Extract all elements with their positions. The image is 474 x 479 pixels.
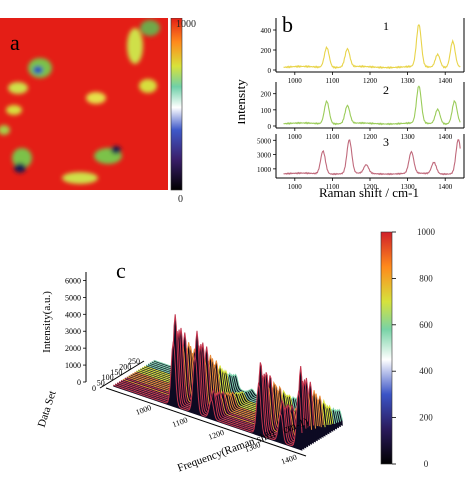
dataset-tick-label: 100 [102, 373, 114, 382]
subplot-x-tick-label: 1000 [288, 77, 303, 85]
waterfall-z-axis-label: Intensity(a.u.) [41, 291, 53, 353]
subplot-x-tick-label: 1000 [288, 183, 303, 191]
waterfall-trace-line [113, 341, 303, 447]
subplot-y-tick-label: 0 [268, 67, 272, 75]
frequency-tick-label: 1100 [171, 415, 189, 429]
heatmap-colorbar [170, 17, 183, 191]
subplot-x-tick-label: 1300 [401, 133, 416, 141]
frequency-tick-label: 1400 [280, 453, 298, 467]
subplot-y-tick-label: 5000 [257, 137, 272, 145]
subplot-x-tick-label: 1100 [326, 77, 340, 85]
waterfall-colorbar [380, 231, 393, 465]
subplot-x-tick-label: 1000 [288, 133, 303, 141]
z-tick-label: 1000 [65, 361, 81, 370]
spectra-svg: b 0 200 400 1000 1100 1200 1300 1400 1 0 100 200 100… [233, 12, 465, 200]
spectrum-line-3 [283, 139, 461, 176]
subplot-y-tick-label: 3000 [257, 152, 272, 160]
frequency-tick-label: 1000 [134, 403, 152, 417]
subplot-label-3: 3 [383, 135, 389, 149]
subplot-x-tick-label: 1400 [438, 133, 453, 141]
subplot-y-tick-label: 200 [261, 47, 272, 55]
subplot-x-tick-label: 1300 [401, 77, 416, 85]
subplot-x-tick-label: 1100 [326, 133, 340, 141]
subplot-x-tick-label: 1200 [363, 133, 378, 141]
z-tick-label: 0 [77, 378, 81, 387]
dataset-tick-label: 50 [97, 379, 105, 388]
heatmap-svg: a 1000 0 [0, 17, 196, 205]
z-tick-label: 2000 [65, 344, 81, 353]
z-tick-label: 3000 [65, 327, 81, 336]
z-tick-label: 5000 [65, 293, 81, 302]
dataset-tick-label: 150 [110, 368, 122, 377]
waterfall-trace-fill [119, 329, 309, 448]
frequency-axis-line [105, 387, 307, 457]
heatmap-spots [0, 20, 160, 184]
spectrum-line-1 [283, 23, 461, 70]
dataset-tick-label: 0 [92, 384, 96, 393]
panel-b-spectra: b 0 200 400 1000 1100 1200 1300 1400 1 0 100 200 100… [233, 4, 474, 200]
subplot-y-tick-label: 0 [268, 123, 272, 131]
spectrum-subplot-1: 0 200 400 1000 1100 1200 1300 1400 1 [261, 18, 465, 85]
waterfall-y-axis-label: Data Set [36, 389, 59, 428]
spectra-y-axis-label: Intensity [238, 79, 248, 125]
colorbar-c-tick-label: 600 [419, 320, 433, 330]
subplot-y-tick-label: 1000 [257, 166, 272, 174]
spectrum-subplot-2: 0 100 200 1000 1100 1200 1300 1400 2 [261, 82, 465, 141]
spectrum-subplot-3: 1000 3000 5000 1000 1100 1200 1300 1400 3 [257, 134, 465, 191]
subplot-x-tick-label: 1200 [363, 77, 378, 85]
frequency-tick-label: 1200 [207, 428, 225, 442]
subplot-x-tick-label: 1100 [326, 183, 340, 191]
colorbar-c-tick-label: 1000 [417, 227, 436, 237]
spectra-x-axis-label: Raman shift / cm-1 [319, 185, 419, 200]
z-tick-label: 6000 [65, 276, 81, 285]
subplot-x-tick-label: 1400 [438, 77, 453, 85]
colorbar-c-tick-label: 0 [424, 459, 429, 469]
waterfall-traces [113, 314, 343, 451]
waterfall-trace-fill [115, 314, 305, 450]
panel-c-letter: c [116, 258, 126, 283]
colorbar-a-min-label: 0 [178, 194, 183, 204]
colorbar-a-max-label: 1000 [176, 19, 196, 30]
z-tick-label: 4000 [65, 310, 81, 319]
dataset-tick-label: 250 [128, 357, 140, 366]
panel-c-waterfall: c 0 1000 2000 3000 4000 5000 6000 0 50 100 150 200 2… [0, 222, 474, 474]
waterfall-svg: c 01000200030004000500060000501001502002… [36, 227, 436, 474]
subplot-label-1: 1 [383, 19, 389, 33]
subplot-y-tick-label: 400 [261, 27, 272, 35]
colorbar-c-tick-label: 800 [419, 273, 433, 283]
subplot-y-tick-label: 100 [261, 107, 272, 115]
subplot-x-tick-label: 1300 [401, 183, 416, 191]
subplot-label-2: 2 [383, 83, 389, 97]
waterfall-colorbar-ticks: 0 200 400 600 800 1000 [392, 227, 436, 469]
colorbar-c-tick-label: 400 [419, 366, 433, 376]
subplot-x-tick-label: 1200 [363, 183, 378, 191]
colorbar-c-tick-label: 200 [419, 413, 433, 423]
panel-a-heatmap: a 1000 0 [0, 17, 200, 205]
spectrum-line-2 [283, 85, 461, 126]
subplot-x-tick-label: 1400 [438, 183, 453, 191]
dataset-axis-line [99, 360, 145, 389]
subplot-y-tick-label: 200 [261, 91, 272, 99]
panel-b-letter: b [282, 12, 293, 37]
dataset-tick-label: 200 [119, 362, 131, 371]
panel-a-letter: a [10, 30, 20, 55]
